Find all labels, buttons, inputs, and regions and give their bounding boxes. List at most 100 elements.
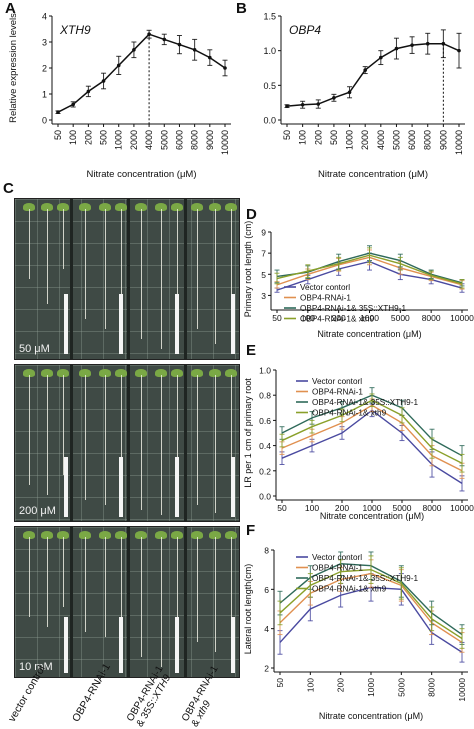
data-point	[71, 102, 75, 107]
legend-label: OBP4-RNAi-1	[300, 294, 351, 303]
x-tick-label: 100	[298, 130, 308, 145]
legend-label: OBP4-RNAi-1	[312, 564, 363, 573]
y-tick-label: 3	[261, 291, 266, 301]
photo-label-200um: 200 μM	[19, 505, 56, 517]
data-point	[56, 110, 60, 114]
x-tick-label: 8000	[423, 130, 433, 150]
y-tick-label: 8	[264, 546, 269, 556]
x-tick-label: 50	[275, 678, 285, 688]
y-tick-label: 0.8	[259, 391, 271, 401]
chart-f-lateral-root-length: 2 4 6 8 50 100 200 1000 5000 8000 10000 Nitrate con…	[244, 546, 468, 721]
data-point	[394, 46, 399, 51]
legend-label: Vector contorl	[312, 377, 362, 386]
x-axis-title: Nitrate concentration (μM)	[319, 711, 423, 721]
x-tick-label: 1000	[345, 130, 355, 150]
x-tick-label: 10000	[450, 503, 474, 513]
panel-label-d: D	[246, 206, 257, 223]
series-line	[57, 33, 226, 113]
y-tick-label: 2	[42, 64, 47, 74]
x-tick-label: 200	[313, 130, 323, 145]
photo-50um: 50 μM	[14, 198, 240, 360]
x-tick-label: 2000	[360, 130, 370, 150]
y-tick-label: 7	[261, 249, 266, 259]
y-tick-label: 0.2	[259, 466, 271, 476]
x-tick-label: 6000	[407, 130, 417, 150]
y-tick-label: 3	[42, 38, 47, 48]
x-tick-label: 5000	[391, 313, 410, 323]
x-tick-label: 100	[68, 130, 78, 145]
y-axis-title: Relative expression levels	[8, 13, 19, 123]
x-tick-label: 4000	[144, 130, 154, 150]
legend-label: Vector contorl	[300, 283, 350, 292]
x-tick-label: 9000	[205, 130, 215, 150]
x-tick-label: 5000	[159, 130, 169, 150]
x-tick-label: 10000	[457, 678, 467, 702]
x-tick-label: 8000	[422, 313, 441, 323]
x-tick-label: 1000	[366, 678, 376, 697]
y-tick-label: 9	[261, 228, 266, 238]
data-point	[162, 37, 167, 42]
x-tick-label: 5000	[393, 503, 412, 513]
x-tick-label: 6000	[174, 130, 184, 150]
series-line	[279, 568, 463, 640]
x-tick-label: 8000	[190, 130, 200, 150]
panel-label-b: B	[236, 0, 247, 17]
y-tick-label: 4	[264, 624, 269, 634]
legend-label: OBP4-RNAi-1& xth9	[312, 409, 387, 418]
x-tick-label: 1000	[360, 313, 379, 323]
data-point	[116, 63, 121, 68]
data-point	[425, 41, 430, 46]
y-tick-label: 1.5	[263, 12, 276, 22]
x-tick-label: 10000	[220, 130, 230, 155]
y-axis-title: LR per 1 cm of primary root	[244, 378, 253, 488]
data-point	[300, 102, 305, 107]
x-tick-label: 1000	[363, 503, 382, 513]
x-tick-label: 50	[277, 503, 287, 513]
x-tick-label: 50	[282, 130, 292, 140]
x-tick-label: 100	[301, 313, 315, 323]
panel-label-c: C	[3, 180, 14, 197]
x-tick-label: 5000	[391, 130, 401, 150]
chart-b-obp4-expression: 0.0 0.5 1.0 1.5 50 100 200 500 1000 2000 4000 5000 6…	[263, 12, 465, 180]
legend-label: OBP4-RNAi-1	[312, 388, 363, 397]
photo-label-50um: 50 μM	[19, 343, 50, 355]
data-point	[457, 48, 461, 53]
y-tick-label: 4	[42, 12, 47, 22]
x-tick-label: 200	[336, 678, 346, 692]
data-point	[192, 48, 197, 52]
x-tick-label: 5000	[396, 678, 406, 697]
series-line	[281, 399, 463, 464]
data-point	[177, 42, 182, 47]
data-point	[132, 48, 136, 52]
data-point	[332, 96, 336, 100]
x-tick-label: 4000	[376, 130, 386, 150]
legend-label: OBP4-RNAi-1& 35S::XTH9-1	[300, 304, 406, 313]
y-tick-label: 1.0	[263, 46, 276, 56]
y-axis-title: Primary root length (cm)	[244, 221, 253, 318]
x-tick-label: 100	[305, 503, 319, 513]
data-point	[223, 66, 227, 70]
series-line	[276, 254, 463, 285]
chart-d-primary-root-length: 3 5 7 9 50 100 200 1000 5000 8000 10000 Nitrate con…	[244, 221, 474, 339]
legend-label: OBP4-RNAi-1& 35S::XTH9-1	[312, 574, 418, 583]
legend-label: OBP4-RNAi-1& xth9	[300, 315, 375, 324]
chart-a-xth9-expression: 0 1 2 3 4 50 100 200 500 1000 2000 4000 5000 6000 8000…	[8, 12, 231, 180]
x-axis-title: Nitrate concentration (μM)	[317, 329, 421, 339]
data-point	[285, 104, 289, 108]
legend-label: OBP4-RNAi-1& 35S::XTH9-1	[312, 398, 418, 407]
legend-label: Vector contorl	[312, 553, 362, 562]
x-tick-label: 8000	[423, 503, 442, 513]
y-tick-label: 0.5	[263, 81, 276, 91]
y-axis-title: Lateral root length(cm)	[244, 564, 253, 655]
x-axis-title: Nitrate concentration (μM)	[320, 511, 424, 521]
panel-label-e: E	[246, 342, 257, 359]
data-point	[86, 89, 91, 94]
series-line	[281, 409, 463, 484]
y-tick-label: 5	[261, 270, 266, 280]
x-tick-label: 1000	[114, 130, 124, 150]
x-tick-label: 2000	[129, 130, 139, 150]
gene-annotation: XTH9	[59, 23, 91, 37]
photo-10mm: 10 mM	[14, 526, 240, 678]
data-point	[410, 43, 414, 47]
x-tick-label: 50	[272, 313, 282, 323]
